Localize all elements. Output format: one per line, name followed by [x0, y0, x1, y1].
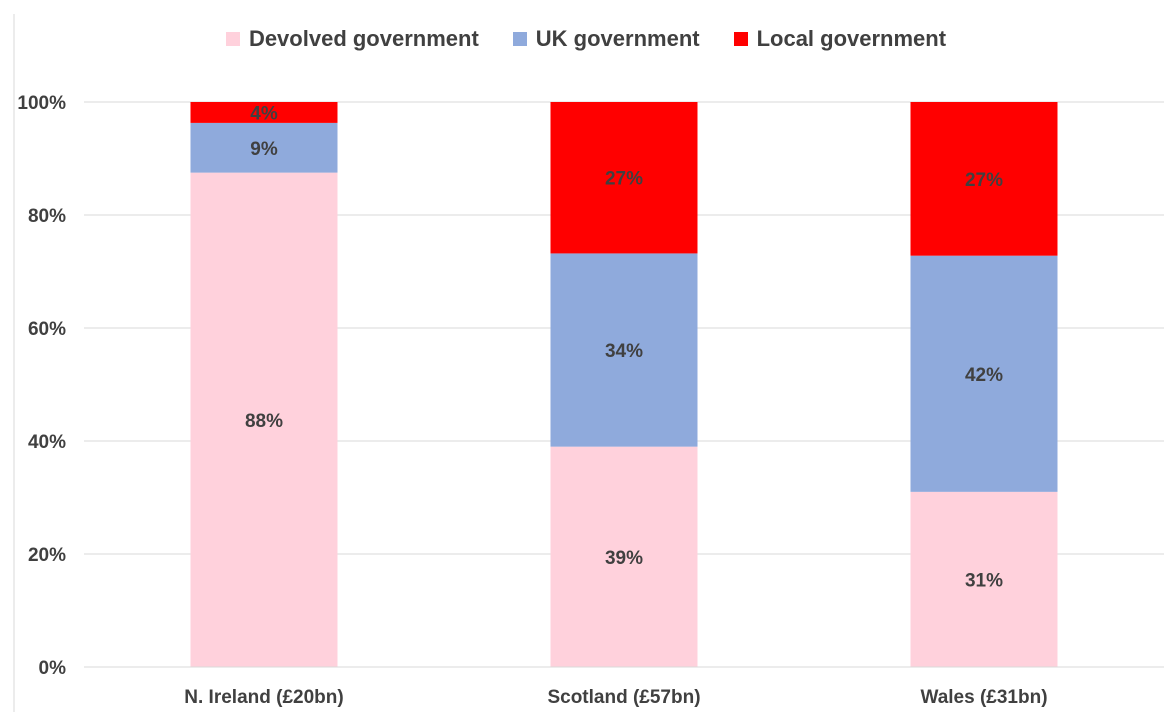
data-label: 27% [965, 170, 1003, 191]
data-label: 88% [245, 411, 283, 432]
bar-segment [190, 122, 338, 173]
x-tick-label: Scotland (£57bn) [547, 687, 700, 708]
y-tick-label: 0% [39, 658, 67, 679]
y-tick-label: 100% [17, 93, 66, 114]
data-label: 9% [250, 139, 278, 160]
legend-label-devolved: Devolved government [248, 26, 479, 51]
legend-label-local: Local government [756, 26, 947, 51]
y-tick-label: 80% [28, 206, 66, 227]
legend-swatch-uk [512, 32, 527, 46]
bar-segment [910, 491, 1058, 667]
bar-segment [550, 102, 698, 254]
legend-item-devolved: Devolved government [225, 26, 479, 52]
y-tick-label: 20% [28, 545, 66, 566]
x-tick-label: N. Ireland (£20bn) [184, 687, 343, 708]
legend-label-uk: UK government [535, 26, 700, 51]
legend-swatch-local [733, 32, 748, 46]
data-label: 31% [965, 570, 1003, 591]
data-label: 42% [965, 365, 1003, 386]
bar-segment [190, 102, 338, 123]
bar-segment [910, 255, 1058, 492]
legend-item-local: Local government [733, 26, 947, 52]
bar-segment [550, 446, 698, 667]
bar-segment [910, 102, 1058, 256]
data-label: 39% [605, 548, 643, 569]
y-tick-label: 60% [28, 319, 66, 340]
legend: Devolved government UK government Local … [0, 26, 1172, 52]
data-label: 4% [250, 103, 278, 124]
data-label: 34% [605, 341, 643, 362]
bar-segment [190, 172, 338, 667]
legend-swatch-devolved [225, 32, 240, 46]
y-tick-label: 40% [28, 432, 66, 453]
data-label: 27% [605, 169, 643, 190]
x-tick-label: Wales (£31bn) [920, 687, 1047, 708]
bar-segment [550, 253, 698, 447]
legend-item-uk: UK government [512, 26, 700, 52]
